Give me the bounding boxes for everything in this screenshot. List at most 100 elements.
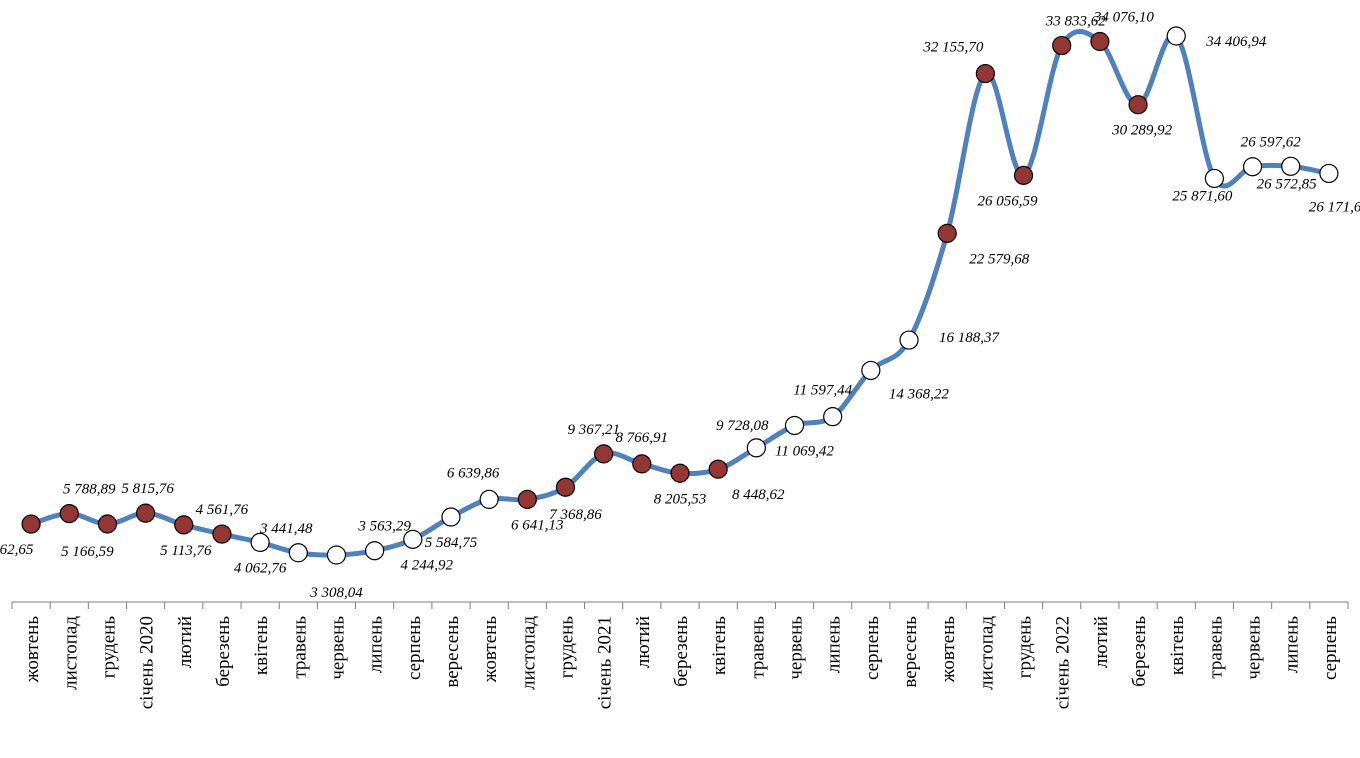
x-tick-label: жовтень: [22, 616, 43, 684]
x-tick-label: серпень: [404, 616, 425, 680]
data-point: [97, 514, 118, 534]
data-point: [937, 223, 957, 243]
x-tick-label: вересень: [442, 616, 463, 688]
x-tick-label: листопад: [60, 616, 81, 690]
data-point: [1319, 163, 1339, 184]
x-tick-label: липень: [1282, 616, 1303, 673]
data-point: [632, 454, 652, 474]
data-point: [1052, 35, 1072, 56]
data-label: 9 367,21: [567, 422, 620, 438]
data-label: 8 205,53: [654, 491, 707, 507]
data-labels: 5 162,65 5 788,89 5 166,59 5 815,76 5 113,76…: [0, 10, 1360, 602]
data-label: 32 155,70: [922, 40, 984, 56]
data-point: [174, 515, 194, 535]
data-point: [1166, 26, 1186, 46]
x-tick-label: листопад: [518, 616, 539, 690]
data-label: 4 062,76: [234, 560, 287, 576]
x-tick-label: квітень: [251, 616, 272, 675]
data-point: [746, 438, 766, 458]
x-tick-label: листопад: [976, 616, 997, 690]
data-label: 6 641,13: [511, 517, 564, 533]
x-tick-label: квітень: [709, 616, 730, 675]
data-label: 22 579,68: [969, 251, 1030, 267]
data-label: 4 244,92: [401, 557, 454, 573]
x-tick-label: березень: [213, 616, 234, 687]
data-label: 25 871,60: [1172, 188, 1233, 204]
data-point: [326, 545, 347, 565]
data-label: 3 308,04: [309, 585, 363, 601]
data-label: 5 584,75: [425, 535, 478, 551]
x-tick-label: лютий: [1091, 616, 1112, 668]
data-label: 8 448,62: [732, 487, 785, 503]
data-point: [861, 360, 881, 381]
data-point: [288, 543, 308, 563]
x-axis: [11, 601, 1349, 609]
x-tick-label: грудень: [98, 616, 119, 679]
data-label: 4 561,76: [196, 502, 249, 518]
data-point: [975, 63, 995, 84]
x-tick-label: червень: [786, 616, 807, 680]
data-label: 34 406,94: [1205, 34, 1267, 50]
data-label: 5 166,59: [61, 544, 114, 560]
data-point: [823, 407, 843, 427]
data-point: [212, 524, 232, 544]
data-point: [479, 489, 499, 509]
x-tick-label: липень: [824, 616, 845, 673]
data-markers: [21, 26, 1339, 565]
x-tick-label: січень 2022: [1053, 616, 1074, 709]
data-point: [708, 459, 728, 479]
data-point: [1090, 31, 1110, 52]
data-point: [594, 444, 614, 464]
data-label: 26 171,62: [1309, 199, 1360, 215]
data-point: [21, 514, 41, 534]
x-tick-label: квітень: [1167, 616, 1188, 675]
data-label: 11 069,42: [775, 444, 834, 460]
data-label: 16 188,37: [939, 330, 1001, 346]
data-label: 5 162,65: [0, 542, 34, 558]
data-point: [1204, 168, 1225, 189]
data-point: [136, 503, 156, 523]
data-label: 3 441,48: [259, 521, 313, 537]
x-tick-label: червень: [327, 616, 348, 680]
data-label: 30 289,92: [1111, 123, 1173, 139]
data-label: 5 815,76: [121, 481, 174, 497]
data-point: [784, 415, 805, 436]
data-point: [517, 489, 537, 509]
x-tick-label: травень: [747, 616, 768, 679]
x-tick-label: січень 2021: [595, 616, 616, 709]
data-point: [403, 529, 423, 549]
x-tick-label: вересень: [900, 616, 921, 688]
x-tick-label: січень 2020: [137, 616, 158, 709]
data-label: 34 076,10: [1093, 10, 1155, 26]
data-point: [899, 330, 919, 350]
data-label: 5 113,76: [160, 543, 212, 559]
x-tick-label: травень: [289, 616, 310, 679]
data-point: [1281, 156, 1301, 176]
x-tick-label: серпень: [1320, 616, 1341, 680]
x-tick-label: червень: [1244, 616, 1265, 680]
x-tick-label: грудень: [556, 616, 577, 679]
x-tick-label: лютий: [633, 616, 654, 668]
data-label: 26 056,59: [978, 193, 1039, 209]
data-label: 6 639,86: [447, 465, 500, 481]
x-tick-label: липень: [366, 616, 387, 673]
data-label: 8 766,91: [616, 430, 669, 446]
x-tick-label: лютий: [175, 616, 196, 668]
x-tick-label: жовтень: [480, 616, 501, 684]
x-tick-label: грудень: [1015, 616, 1036, 679]
data-label: 3 563,29: [357, 519, 411, 535]
data-label: 5 788,89: [63, 482, 116, 498]
x-tick-label: березень: [671, 616, 692, 687]
x-tick-labels: жовтень листопад грудень січень 2020 лютий бе…: [22, 616, 1341, 710]
data-label: 9 728,08: [716, 418, 769, 434]
data-label: 26 572,85: [1257, 177, 1318, 193]
data-point: [555, 477, 576, 497]
data-label: 14 368,22: [889, 386, 950, 402]
data-point: [1242, 157, 1263, 177]
x-tick-label: березень: [1129, 616, 1150, 687]
data-point: [1013, 165, 1034, 185]
x-tick-label: травень: [1205, 616, 1226, 679]
data-point: [59, 503, 79, 524]
data-label: 26 597,62: [1241, 134, 1302, 150]
